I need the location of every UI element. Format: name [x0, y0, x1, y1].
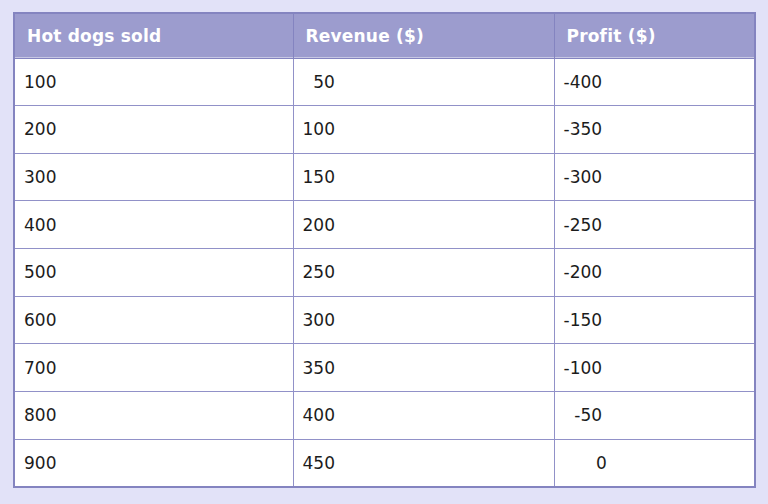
table-row: 600300-150 [14, 296, 755, 344]
table-row: 200100-350 [14, 106, 755, 154]
hotdog-sales-table: Hot dogs sold Revenue ($) Profit ($) 100… [13, 12, 756, 488]
table-row: 900450 0 [14, 439, 755, 487]
hotdog-table-container: Hot dogs sold Revenue ($) Profit ($) 100… [13, 12, 754, 488]
cell-profit: -250 [554, 201, 755, 249]
table-row: 800400 -50 [14, 392, 755, 440]
cell-hotdogs-sold: 800 [14, 392, 293, 440]
cell-hotdogs-sold: 100 [14, 58, 293, 106]
cell-revenue: 300 [293, 296, 554, 344]
cell-revenue: 250 [293, 249, 554, 297]
cell-profit: 0 [554, 439, 755, 487]
cell-hotdogs-sold: 400 [14, 201, 293, 249]
cell-profit: -150 [554, 296, 755, 344]
cell-revenue: 100 [293, 106, 554, 154]
cell-revenue: 150 [293, 153, 554, 201]
table-row: 700350-100 [14, 344, 755, 392]
col-header-hotdogs-sold: Hot dogs sold [14, 13, 293, 58]
cell-revenue: 450 [293, 439, 554, 487]
table-row: 500250-200 [14, 249, 755, 297]
cell-revenue: 350 [293, 344, 554, 392]
cell-revenue: 50 [293, 58, 554, 106]
cell-profit: -50 [554, 392, 755, 440]
cell-hotdogs-sold: 700 [14, 344, 293, 392]
cell-revenue: 200 [293, 201, 554, 249]
cell-hotdogs-sold: 500 [14, 249, 293, 297]
cell-profit: -200 [554, 249, 755, 297]
cell-hotdogs-sold: 300 [14, 153, 293, 201]
table-row: 100 50-400 [14, 58, 755, 106]
cell-profit: -100 [554, 344, 755, 392]
table-body: 100 50-400200100-350300150-300400200-250… [14, 58, 755, 487]
table-row: 300150-300 [14, 153, 755, 201]
cell-revenue: 400 [293, 392, 554, 440]
cell-profit: -350 [554, 106, 755, 154]
cell-profit: -400 [554, 58, 755, 106]
table-row: 400200-250 [14, 201, 755, 249]
col-header-revenue: Revenue ($) [293, 13, 554, 58]
cell-hotdogs-sold: 600 [14, 296, 293, 344]
cell-hotdogs-sold: 900 [14, 439, 293, 487]
cell-hotdogs-sold: 200 [14, 106, 293, 154]
col-header-profit: Profit ($) [554, 13, 755, 58]
header-row: Hot dogs sold Revenue ($) Profit ($) [14, 13, 755, 58]
cell-profit: -300 [554, 153, 755, 201]
